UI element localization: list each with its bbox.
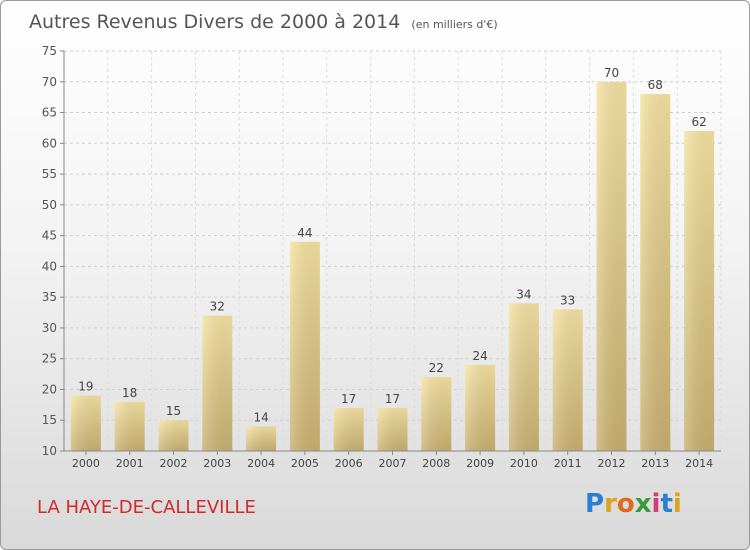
y-tick-label: 10 (42, 444, 57, 458)
data-label-2004: 14 (253, 410, 268, 424)
data-label-2011: 33 (560, 293, 575, 307)
logo-letter-3: x (634, 489, 652, 519)
bar-shade-2002 (158, 420, 189, 451)
bar-shade-2000 (70, 395, 101, 451)
chart-unit: (en milliers d'€) (411, 18, 498, 31)
bar-shade-2009 (465, 364, 496, 451)
y-tick-label: 50 (42, 198, 57, 212)
y-tick-label: 25 (42, 352, 57, 366)
data-label-2013: 68 (648, 78, 663, 92)
data-label-2010: 34 (516, 287, 531, 301)
data-label-2009: 24 (472, 349, 487, 363)
x-tick-label: 2011 (554, 457, 582, 470)
bar-shade-2012 (596, 81, 627, 452)
data-label-2007: 17 (385, 392, 400, 406)
y-tick-label: 20 (42, 382, 57, 396)
x-tick-label: 2010 (510, 457, 538, 470)
bar-shade-2005 (289, 241, 320, 451)
commune-name: LA HAYE-DE-CALLEVILLE (37, 497, 256, 518)
x-tick-label: 2006 (335, 457, 363, 470)
x-tick-label: 2004 (247, 457, 275, 470)
x-tick-label: 2002 (160, 457, 188, 470)
bar-shade-2008 (421, 377, 452, 451)
data-label-2006: 17 (341, 392, 356, 406)
chart-title: Autres Revenus Divers de 2000 à 2014 (29, 11, 401, 33)
y-tick-label: 40 (42, 259, 57, 273)
bar-shade-2003 (202, 315, 233, 451)
x-tick-label: 2014 (685, 457, 713, 470)
bar-shade-2007 (377, 407, 408, 451)
x-tick-label: 2001 (116, 457, 144, 470)
y-tick-label: 60 (42, 136, 57, 150)
logo-letter-6: i (672, 489, 682, 519)
data-label-2000: 19 (78, 380, 93, 394)
x-tick-label: 2005 (291, 457, 319, 470)
bar-shade-2004 (246, 426, 277, 451)
bar-shade-2010 (508, 303, 539, 451)
x-tick-label: 2012 (598, 457, 626, 470)
x-tick-label: 2013 (641, 457, 669, 470)
bar-shade-2006 (333, 407, 364, 451)
logo-letter-0: P (585, 489, 605, 519)
x-tick-label: 2007 (379, 457, 407, 470)
y-tick-label: 65 (42, 106, 57, 120)
bar-shade-2014 (684, 131, 715, 451)
title-row: Autres Revenus Divers de 2000 à 2014 (en… (29, 11, 498, 33)
bar-shade-2011 (552, 309, 583, 451)
bar-shade-2013 (640, 94, 671, 452)
y-tick-label: 55 (42, 167, 57, 181)
y-tick-label: 15 (42, 413, 57, 427)
logo-letter-1: r (604, 489, 617, 519)
y-tick-label: 70 (42, 75, 57, 89)
x-tick-label: 2000 (72, 457, 100, 470)
data-label-2005: 44 (297, 226, 312, 240)
logo-letter-2: o (616, 489, 635, 519)
data-label-2003: 32 (210, 300, 225, 314)
x-tick-label: 2003 (203, 457, 231, 470)
y-tick-label: 35 (42, 290, 57, 304)
y-tick-label: 30 (42, 321, 57, 335)
data-label-2014: 62 (691, 115, 706, 129)
data-label-2012: 70 (604, 66, 619, 80)
x-tick-label: 2009 (466, 457, 494, 470)
logo-letter-5: t (660, 489, 673, 519)
bar-layer: 19 18 15 32 14 44 17 17 22 24 34 33 70 68 62 (70, 66, 715, 452)
data-label-2008: 22 (429, 361, 444, 375)
proxiti-logo[interactable]: Proxiti (585, 489, 682, 519)
y-tick-label: 45 (42, 229, 57, 243)
data-label-2002: 15 (166, 404, 181, 418)
bar-shade-2001 (114, 401, 145, 451)
y-tick-label: 75 (42, 44, 57, 58)
data-label-2001: 18 (122, 386, 137, 400)
x-tick-label: 2008 (422, 457, 450, 470)
logo-letter-4: i (651, 489, 661, 519)
axis-layer: 10 15 20 25 30 35 40 45 50 55 60 65 70 75 2000 2001 2002… (42, 44, 721, 470)
